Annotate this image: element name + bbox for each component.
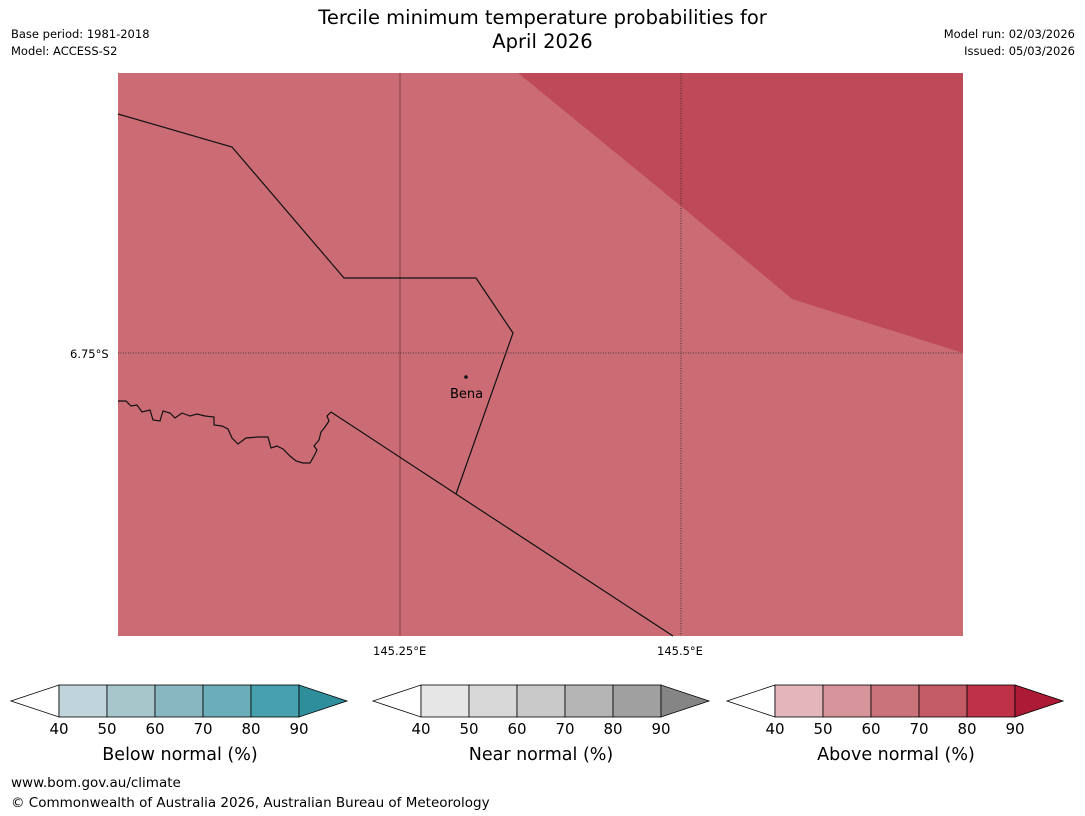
title-line-1: Tercile minimum temperature probabilitie…: [318, 6, 767, 29]
colorbar-below-tick-label: 60: [145, 720, 165, 738]
colorbar-near-tick-label: 60: [507, 720, 527, 738]
meta-left: Base period: 1981-2018 Model: ACCESS-S2: [11, 26, 150, 60]
colorbar-above-segment: [918, 684, 968, 718]
place-label-bena: Bena: [450, 387, 484, 402]
model-name: Model: ACCESS-S2: [11, 44, 118, 58]
bena-marker: [464, 375, 468, 379]
colorbar-below-tick-label: 90: [289, 720, 309, 738]
colorbar-near-segment: [612, 684, 662, 718]
colorbar-below-segment: [154, 684, 204, 718]
colorbar-below-tick-label: 50: [97, 720, 117, 738]
colorbar-near-segment: [516, 684, 566, 718]
colorbar-above-tick-label: 80: [957, 720, 977, 738]
colorbar-above-tick-label: 70: [909, 720, 929, 738]
colorbar-below-segment: [106, 684, 156, 718]
meta-right: Model run: 02/03/2026 Issued: 05/03/2026: [944, 26, 1075, 60]
colorbar-near-tick-label: 40: [411, 720, 431, 738]
title-line-2: April 2026: [492, 30, 593, 53]
colorbar-below-tick-label: 70: [193, 720, 213, 738]
footer-copyright: © Commonwealth of Australia 2026, Austra…: [11, 795, 490, 811]
river-line: [118, 400, 332, 464]
colorbar-below-extend-low: [9, 684, 60, 718]
lon-tick-label-2: 145.5°E: [657, 644, 703, 658]
footer-url[interactable]: www.bom.gov.au/climate: [11, 775, 181, 791]
colorbar-below-segment: [58, 684, 108, 718]
colorbar-above-tick-label: 50: [813, 720, 833, 738]
colorbar-above-title: Above normal (%): [817, 745, 975, 765]
colorbar-near-segment: [468, 684, 518, 718]
colorbar-above-tick-label: 90: [1005, 720, 1025, 738]
colorbar-near-extend-high: [660, 684, 711, 718]
lat-tick-label: 6.75°S: [70, 347, 109, 361]
colorbar-above-extend-low: [725, 684, 776, 718]
base-period: Base period: 1981-2018: [11, 27, 150, 41]
province-border-south: [330, 411, 674, 637]
colorbar-near-tick-label: 90: [651, 720, 671, 738]
model-run: Model run: 02/03/2026: [943, 27, 1075, 41]
colorbar-below-tick-label: 80: [241, 720, 261, 738]
province-border: [117, 113, 514, 495]
colorbar-above-segment: [774, 684, 824, 718]
colorbar-above-tick-label: 40: [765, 720, 785, 738]
issued-date: Issued: 05/03/2026: [964, 44, 1075, 58]
map-high-probability-region: [518, 73, 963, 353]
colorbar-near-extend-low: [371, 684, 422, 718]
chart-title: Tercile minimum temperature probabilitie…: [0, 6, 1085, 54]
colorbar-below-title: Below normal (%): [102, 745, 258, 765]
colorbars-svg: [9, 684, 1065, 718]
colorbar-below-extend-high: [298, 684, 349, 718]
colorbar-near-segment: [420, 684, 470, 718]
lon-tick-label-1: 145.25°E: [373, 644, 427, 658]
colorbar-near-tick-label: 80: [603, 720, 623, 738]
colorbar-near-segment: [564, 684, 614, 718]
colorbar-above-tick-label: 60: [861, 720, 881, 738]
colorbar-near-tick-label: 50: [459, 720, 479, 738]
colorbar-below-segment: [250, 684, 300, 718]
colorbar-above-extend-high: [1014, 684, 1065, 718]
colorbar-near-tick-label: 70: [555, 720, 575, 738]
colorbar-above-segment: [822, 684, 872, 718]
colorbar-below-tick-label: 40: [49, 720, 69, 738]
colorbar-near-title: Near normal (%): [468, 745, 614, 765]
colorbar-above-segment: [870, 684, 920, 718]
colorbar-above-segment: [966, 684, 1016, 718]
colorbar-below-segment: [202, 684, 252, 718]
